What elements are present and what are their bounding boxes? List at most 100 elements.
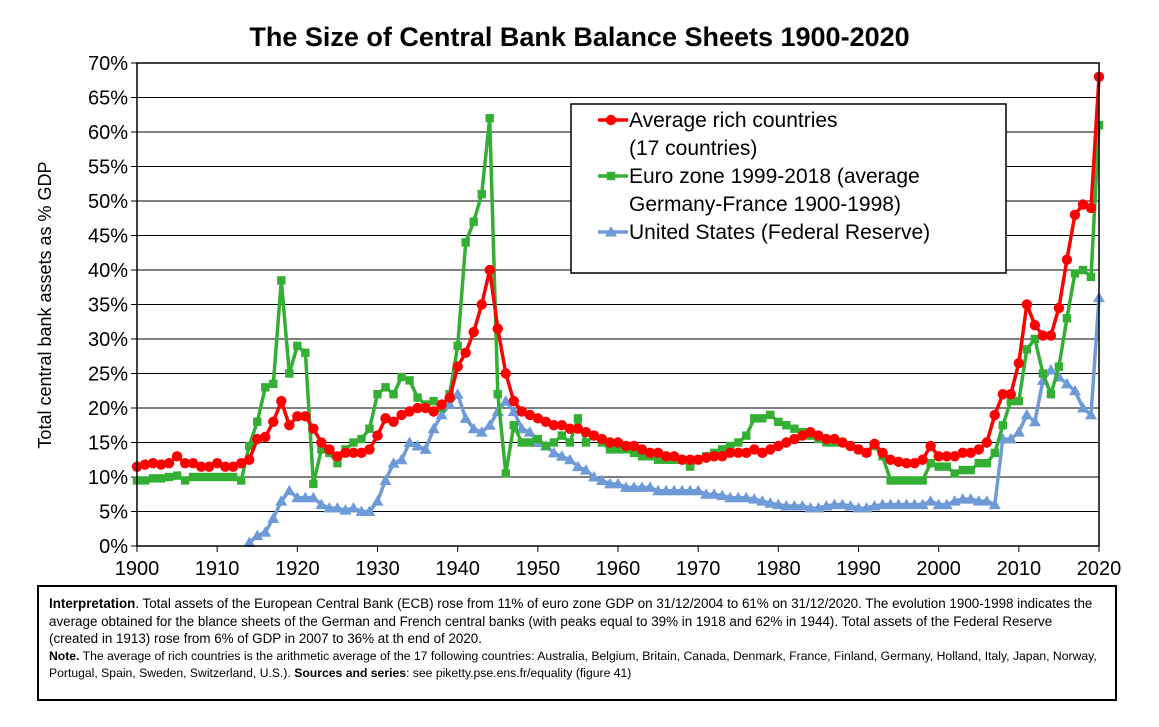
data-point bbox=[653, 455, 663, 464]
data-point bbox=[436, 399, 447, 410]
data-point bbox=[172, 471, 182, 480]
data-point bbox=[845, 440, 856, 452]
data-point bbox=[758, 414, 767, 423]
data-point bbox=[475, 426, 488, 437]
data-point bbox=[685, 462, 695, 471]
data-point bbox=[277, 276, 286, 285]
data-point bbox=[1054, 362, 1064, 371]
data-point bbox=[902, 476, 911, 485]
data-point bbox=[580, 426, 592, 438]
data-point bbox=[844, 499, 857, 511]
y-tick-label: 30% bbox=[88, 329, 128, 351]
data-point bbox=[331, 502, 344, 513]
data-point bbox=[1062, 314, 1072, 323]
data-point bbox=[187, 458, 199, 469]
y-tick-label: 55% bbox=[88, 157, 128, 179]
data-point bbox=[1037, 330, 1049, 341]
y-tick-label: 35% bbox=[88, 295, 128, 317]
interpretation-label: Interpretation bbox=[49, 596, 136, 611]
data-point bbox=[557, 431, 567, 440]
x-tick-label: 1930 bbox=[355, 558, 400, 580]
data-point bbox=[741, 447, 752, 459]
data-point bbox=[507, 405, 520, 416]
x-tick-label: 1980 bbox=[756, 558, 801, 580]
data-point bbox=[308, 423, 319, 434]
data-point bbox=[284, 420, 295, 431]
data-point bbox=[636, 481, 649, 492]
data-point bbox=[612, 437, 624, 448]
data-point bbox=[1068, 384, 1081, 396]
data-point bbox=[765, 444, 776, 455]
data-point bbox=[564, 423, 576, 434]
data-point bbox=[516, 406, 527, 417]
data-point bbox=[782, 421, 791, 430]
data-point bbox=[365, 424, 374, 433]
data-point bbox=[435, 408, 448, 420]
data-point bbox=[790, 424, 799, 433]
series-square bbox=[132, 114, 1104, 489]
data-point bbox=[620, 440, 632, 452]
data-point bbox=[1085, 202, 1097, 214]
data-point bbox=[652, 447, 664, 459]
data-point bbox=[780, 499, 793, 511]
y-tick-label: 10% bbox=[88, 467, 128, 489]
data-point bbox=[373, 390, 382, 399]
data-point bbox=[171, 451, 183, 462]
data-point bbox=[469, 217, 478, 226]
data-point bbox=[204, 472, 214, 482]
data-point bbox=[492, 323, 503, 334]
data-point bbox=[644, 481, 657, 492]
data-point bbox=[1022, 345, 1032, 354]
data-point bbox=[587, 471, 600, 482]
data-point bbox=[876, 498, 889, 510]
data-point bbox=[579, 464, 592, 475]
data-point bbox=[211, 458, 223, 469]
data-point bbox=[1053, 302, 1065, 314]
data-point bbox=[443, 398, 456, 410]
data-point bbox=[156, 474, 166, 483]
data-point bbox=[925, 440, 936, 452]
data-point bbox=[556, 420, 568, 431]
data-point bbox=[676, 454, 688, 465]
data-point bbox=[219, 461, 231, 472]
data-point bbox=[355, 505, 368, 516]
data-point bbox=[628, 440, 640, 452]
legend-label: Germany-France 1900-1998) bbox=[629, 193, 901, 216]
data-point bbox=[1005, 389, 1017, 400]
data-point bbox=[828, 498, 841, 510]
data-point bbox=[612, 477, 624, 489]
data-point bbox=[389, 390, 398, 399]
legend-marker bbox=[606, 171, 616, 181]
data-point bbox=[965, 447, 976, 459]
x-tick-label: 1960 bbox=[596, 558, 641, 580]
data-point bbox=[997, 389, 1008, 400]
data-point bbox=[252, 433, 263, 445]
data-point bbox=[1020, 408, 1033, 420]
data-point bbox=[756, 495, 769, 506]
data-point bbox=[140, 476, 150, 485]
data-point bbox=[853, 444, 864, 455]
data-point bbox=[483, 419, 496, 430]
data-point bbox=[1030, 334, 1040, 344]
series-layer bbox=[131, 71, 1105, 548]
y-tick-label: 45% bbox=[88, 226, 128, 248]
data-point bbox=[629, 448, 639, 458]
data-point bbox=[260, 431, 271, 443]
data-point bbox=[164, 472, 174, 482]
data-point bbox=[764, 497, 777, 508]
data-point bbox=[292, 411, 303, 422]
data-point bbox=[1060, 377, 1073, 389]
data-point bbox=[276, 395, 287, 407]
data-point bbox=[892, 498, 905, 510]
x-tick-label: 1910 bbox=[195, 558, 240, 580]
data-point bbox=[461, 238, 470, 247]
data-point bbox=[412, 402, 423, 414]
data-point bbox=[348, 447, 359, 459]
data-point bbox=[549, 438, 559, 447]
data-point bbox=[660, 484, 673, 496]
series-line bbox=[248, 297, 1101, 544]
data-point bbox=[1084, 408, 1097, 420]
data-point bbox=[1006, 396, 1016, 406]
data-point bbox=[501, 469, 510, 478]
data-point bbox=[733, 447, 744, 459]
